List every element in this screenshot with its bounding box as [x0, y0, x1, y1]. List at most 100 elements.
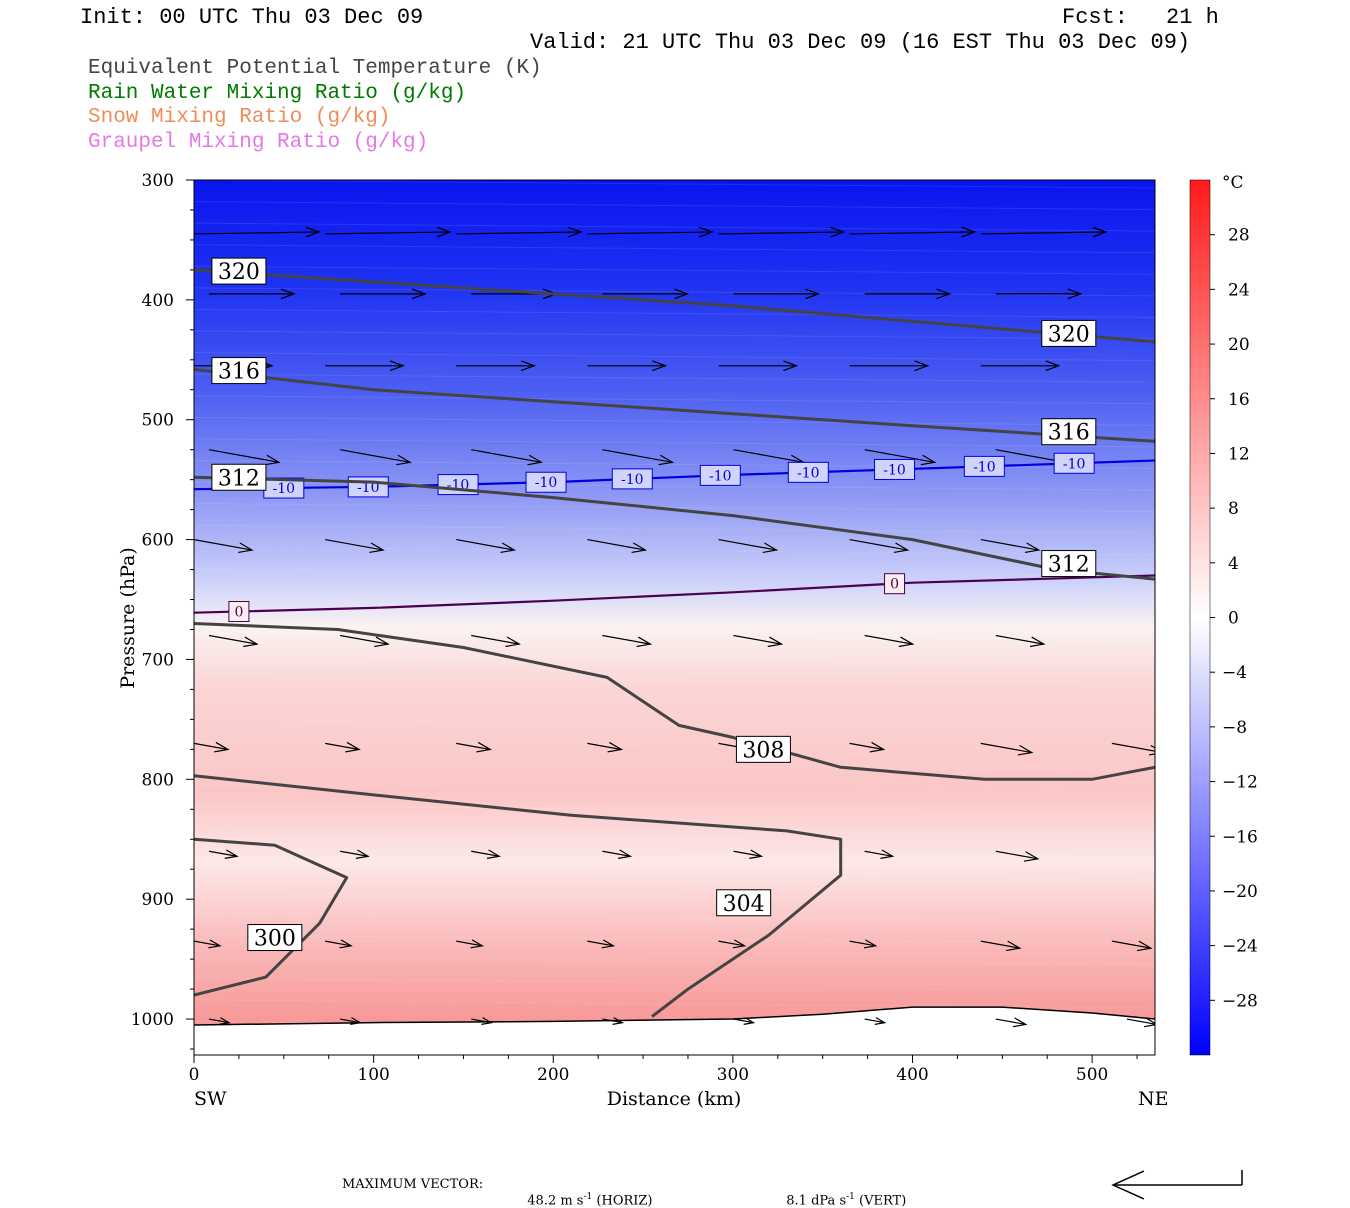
horiz-vector-value: 48.2 m s-1 (HORIZ): [519, 1177, 653, 1208]
contour-label-box: [716, 889, 772, 917]
wind-vector: [471, 634, 521, 648]
x-tick-label: 400: [896, 1065, 928, 1085]
shading-band: [194, 805, 1155, 815]
wind-vector: [208, 634, 259, 648]
shading-band: [194, 934, 1155, 944]
wind-vector: [849, 226, 977, 238]
contour-label-box: [1041, 418, 1097, 446]
plot-frame: [193, 179, 1156, 1056]
shading-band: [194, 244, 1155, 254]
contour-label: 312: [218, 466, 260, 491]
colorbar-tick-label: 20: [1228, 335, 1250, 355]
shading-band: [194, 503, 1155, 513]
terrain-line: [194, 1006, 1155, 1026]
colorbar-tick-label: −24: [1222, 937, 1258, 957]
shading-band: [194, 848, 1155, 858]
x-tick-label: 500: [1076, 1065, 1108, 1085]
colorbar-tick-label: 16: [1228, 390, 1250, 410]
isotherm-label-box: [963, 455, 1005, 477]
shading-band: [194, 416, 1155, 426]
wind-vector: [340, 449, 412, 466]
x-tick-label: 0: [189, 1065, 200, 1085]
colorbar-tick-label: 24: [1228, 280, 1250, 300]
wind-vector: [325, 939, 353, 949]
y-tick-label: 900: [142, 890, 174, 910]
contour-label-box: [247, 924, 303, 952]
wind-vector: [1111, 940, 1153, 952]
wind-vector: [471, 849, 501, 859]
contour-label: 304: [723, 892, 765, 917]
shading-band: [194, 891, 1155, 901]
wind-vector: [325, 538, 385, 554]
wind-vector: [849, 360, 930, 372]
isotherm-label: -10: [797, 465, 820, 481]
shading-band: [194, 697, 1155, 707]
x-tick-label: 300: [717, 1065, 749, 1085]
shading-band: [194, 654, 1155, 664]
colorbar-tick-label: −16: [1222, 827, 1258, 847]
isotherm-label: -10: [1063, 456, 1086, 472]
wind-vector: [456, 538, 516, 554]
wind-vector: [995, 288, 1083, 300]
wind-vector: [194, 939, 222, 949]
wind-vector: [194, 226, 321, 238]
y-tick-label: 400: [142, 291, 174, 311]
y-tick-label: 700: [142, 650, 174, 670]
legend-graupel: Graupel Mixing Ratio (g/kg): [88, 131, 429, 154]
horiz-vector-number: 48.2 m s: [527, 1193, 584, 1208]
shading-band: [194, 977, 1155, 987]
y-tick-label: 500: [142, 411, 174, 431]
isotherm-label: -10: [273, 481, 296, 497]
wind-vector: [849, 741, 886, 753]
isotherm-label: -10: [883, 462, 906, 478]
contour-label: 300: [254, 927, 296, 952]
shading-band: [194, 524, 1155, 534]
contour-label: 316: [1048, 421, 1090, 446]
colorbar-tick-label: 28: [1228, 226, 1250, 246]
legend-rain: Rain Water Mixing Ratio (g/kg): [88, 82, 467, 105]
wind-vector: [718, 226, 846, 238]
shading-band: [194, 783, 1155, 793]
isotherm-label: -10: [709, 468, 732, 484]
wind-vector: [471, 449, 543, 466]
wind-vector: [325, 226, 452, 238]
theta-e-contour: [194, 367, 1155, 443]
wind-vector: [587, 939, 616, 949]
theta-e-contour: [194, 837, 349, 997]
init-time: Init: 00 UTC Thu 03 Dec 09: [80, 5, 424, 30]
shading-band: [194, 222, 1155, 232]
wind-vector: [325, 360, 405, 372]
wind-vector: [602, 849, 633, 859]
shading-band: [194, 373, 1155, 383]
isotherm-label: -10: [357, 480, 380, 496]
colorbar-tick-label: 8: [1228, 499, 1239, 519]
shading-band: [194, 308, 1155, 318]
vert-vector-value: 8.1 dPa s-1 (VERT): [778, 1177, 906, 1208]
shading-band: [194, 330, 1155, 340]
horiz-superscript: -1: [583, 1192, 593, 1202]
wind-vector: [864, 1017, 887, 1025]
wind-vector: [864, 634, 915, 648]
shading-band: [194, 762, 1155, 772]
wind-vector: [980, 226, 1108, 238]
shading-band: [194, 201, 1155, 211]
wind-vector: [980, 742, 1034, 756]
wind-vector: [587, 741, 624, 753]
wind-vector: [456, 226, 584, 238]
wind-vector: [733, 849, 764, 859]
horiz-vector-unit: (HORIZ): [596, 1193, 653, 1208]
shading-band: [194, 395, 1155, 405]
shading-band: [194, 956, 1155, 966]
contour-label-box: [735, 735, 791, 763]
contour-label: 308: [742, 738, 784, 763]
isotherm-label-box: [884, 573, 906, 595]
shading-band: [194, 546, 1155, 556]
shading-band: [194, 438, 1155, 448]
y-tick-label: 1000: [131, 1010, 174, 1030]
isotherm-label: -10: [973, 459, 996, 475]
shading-band: [194, 632, 1155, 642]
valid-time: Valid: 21 UTC Thu 03 Dec 09 (16 EST Thu …: [530, 30, 1191, 55]
wind-vector: [718, 538, 779, 554]
wind-vector: [340, 634, 390, 648]
